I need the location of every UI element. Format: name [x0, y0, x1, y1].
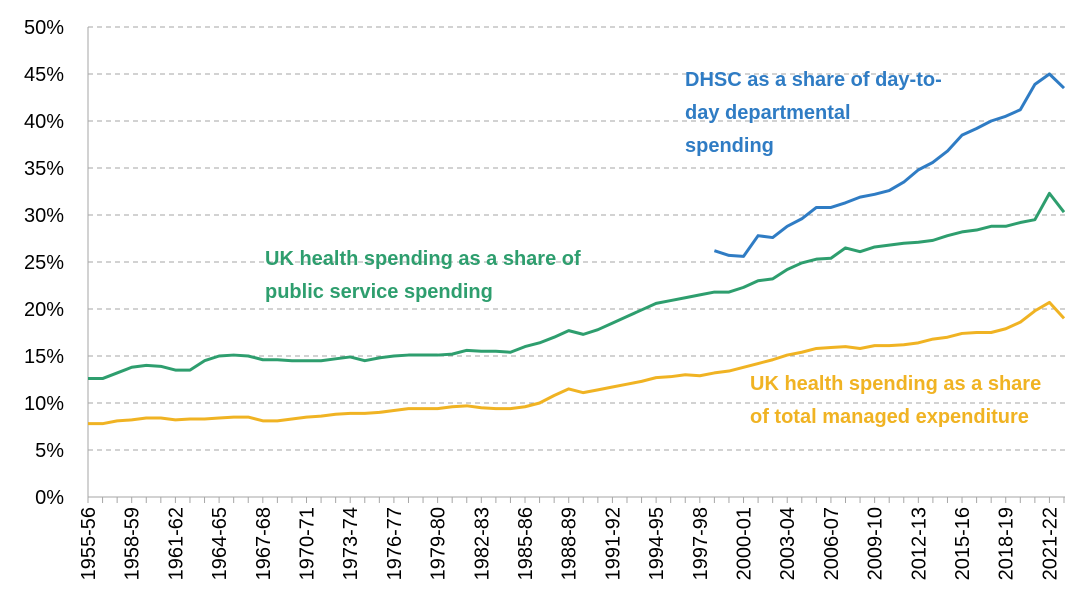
- x-tick-label: 1958-59: [122, 507, 144, 580]
- x-tick-label: 2003-04: [777, 507, 799, 580]
- series-label: UK health spending as a share of public …: [265, 248, 581, 303]
- x-tick-label: 1982-83: [471, 507, 493, 580]
- y-tick-label: 20%: [24, 299, 64, 321]
- y-tick-label: 40%: [24, 111, 64, 133]
- series-line: [713, 72, 1065, 258]
- x-tick-label: 1985-86: [515, 507, 537, 580]
- series-label: UK health spending as a share of total m…: [750, 373, 1042, 428]
- x-tick-label: 1967-68: [253, 507, 275, 580]
- y-tick-label: 25%: [24, 252, 64, 274]
- y-tick-label: 50%: [24, 17, 64, 39]
- x-tick-label: 2018-19: [996, 507, 1018, 580]
- y-tick-label: 45%: [24, 64, 64, 86]
- series-label: DHSC as a share of day-to-day department…: [685, 69, 942, 157]
- y-tick-label: 5%: [35, 440, 64, 462]
- x-tick-label: 1976-77: [384, 507, 406, 580]
- x-tick-label: 1988-89: [559, 507, 581, 580]
- x-tick-label: 1970-71: [297, 507, 319, 580]
- y-tick-label: 0%: [35, 487, 64, 509]
- x-tick-label: 1964-65: [209, 507, 231, 580]
- y-tick-label: 10%: [24, 393, 64, 415]
- x-tick-label: 1997-98: [690, 507, 712, 580]
- x-tick-label: 1994-95: [646, 507, 668, 580]
- x-tick-label: 2000-01: [734, 507, 756, 580]
- series-line: [88, 300, 1065, 426]
- x-tick-label: 1961-62: [165, 507, 187, 580]
- x-tick-label: 1955-56: [78, 507, 100, 580]
- y-tick-label: 30%: [24, 205, 64, 227]
- y-tick-label: 35%: [24, 158, 64, 180]
- x-tick-label: 2012-13: [908, 507, 930, 580]
- x-tick-label: 2021-22: [1039, 507, 1061, 580]
- x-tick-label: 1979-80: [428, 507, 450, 580]
- x-tick-label: 2006-07: [821, 507, 843, 580]
- x-tick-label: 2009-10: [865, 507, 887, 580]
- y-tick-label: 15%: [24, 346, 64, 368]
- series-line: [88, 191, 1065, 381]
- x-tick-label: 1991-92: [602, 507, 624, 580]
- x-tick-label: 2015-16: [952, 507, 974, 580]
- x-tick-label: 1973-74: [340, 507, 362, 580]
